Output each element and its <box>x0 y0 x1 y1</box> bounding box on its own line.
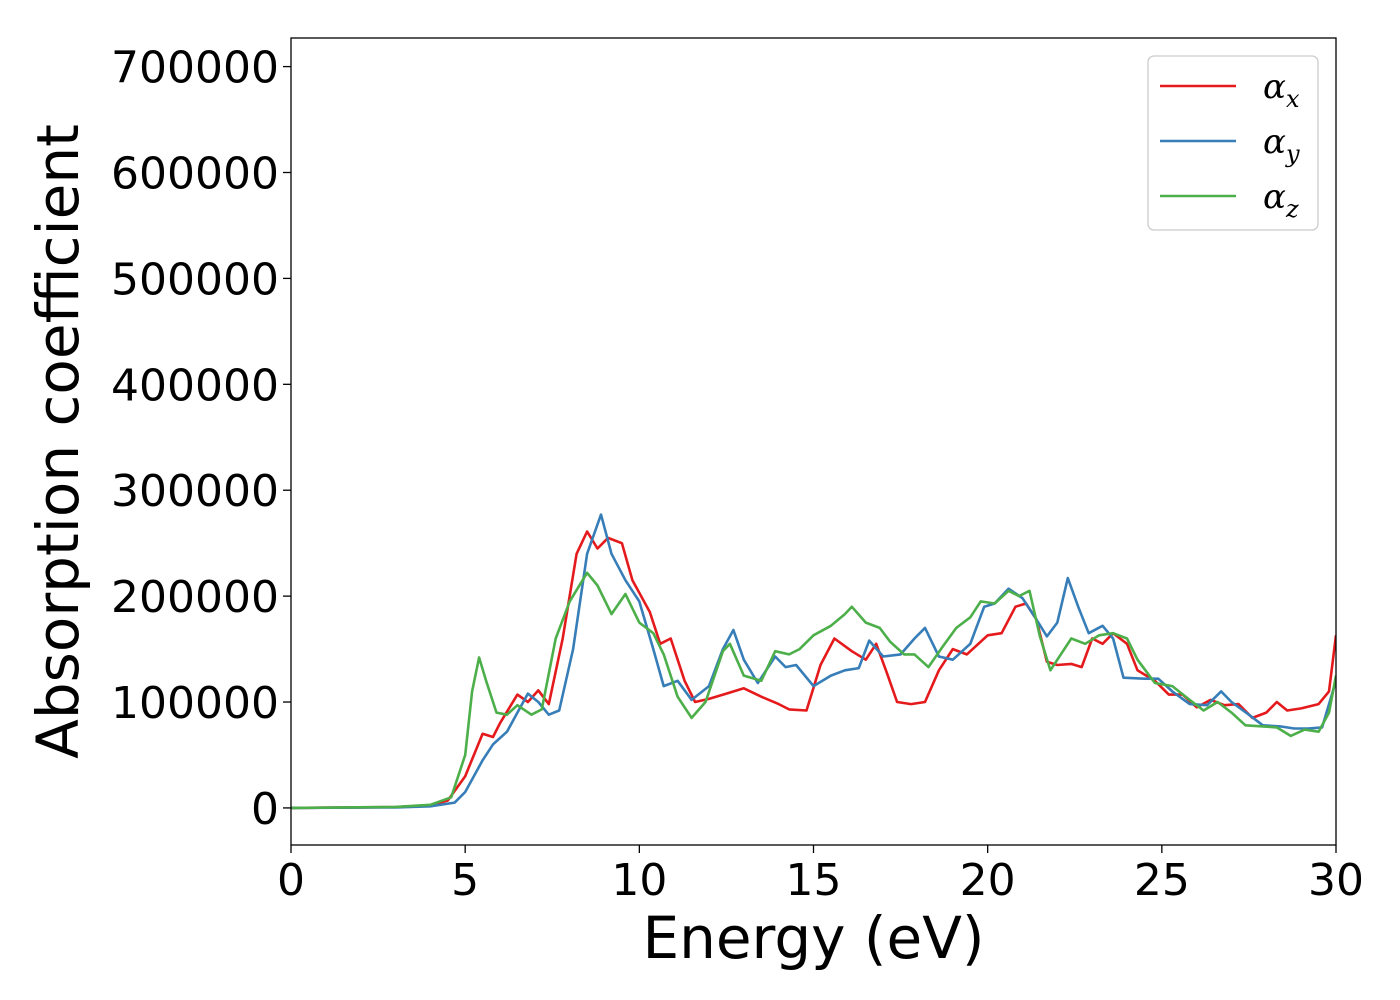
legend-label-symbol: α <box>1263 122 1286 162</box>
legend-label-subscript: x <box>1286 85 1300 113</box>
legend-label: αy <box>1263 122 1300 168</box>
y-tick-label: 300000 <box>111 466 279 517</box>
x-tick-label: 30 <box>1308 855 1364 906</box>
legend-box <box>1147 55 1319 231</box>
x-tick-label: 5 <box>451 855 479 906</box>
y-tick-label: 600000 <box>111 149 279 200</box>
y-tick-label: 400000 <box>111 360 279 411</box>
x-axis-title: Energy (eV) <box>642 904 984 972</box>
x-tick-label: 20 <box>960 855 1016 906</box>
legend-label-subscript: y <box>1285 140 1300 168</box>
legend-label: αz <box>1263 177 1299 223</box>
series-line-alpha-z <box>291 571 1336 810</box>
legend-label-symbol: α <box>1263 177 1286 217</box>
series-line-alpha-y <box>291 513 1336 810</box>
y-tick-label: 700000 <box>111 43 279 94</box>
series-line-alpha-x <box>291 530 1336 810</box>
x-tick-label: 25 <box>1134 855 1190 906</box>
legend-label-symbol: α <box>1263 67 1286 107</box>
y-axis-title: Absorption coefficient <box>24 124 92 759</box>
y-tick-label: 100000 <box>111 678 279 729</box>
y-tick-label: 200000 <box>111 572 279 623</box>
x-tick-label: 15 <box>786 855 842 906</box>
x-tick-label: 0 <box>277 855 305 906</box>
y-tick-label: 0 <box>251 784 279 835</box>
y-tick-label: 500000 <box>111 254 279 305</box>
series-layer <box>291 513 1336 810</box>
legend-label-subscript: z <box>1285 195 1299 223</box>
legend-label: αx <box>1263 67 1300 113</box>
y-axis: 0 100000 200000 300000 400000 500000 600000 700… <box>111 43 291 835</box>
x-tick-label: 10 <box>611 855 667 906</box>
x-axis: 0 5 10 15 20 25 30 <box>277 845 1364 906</box>
